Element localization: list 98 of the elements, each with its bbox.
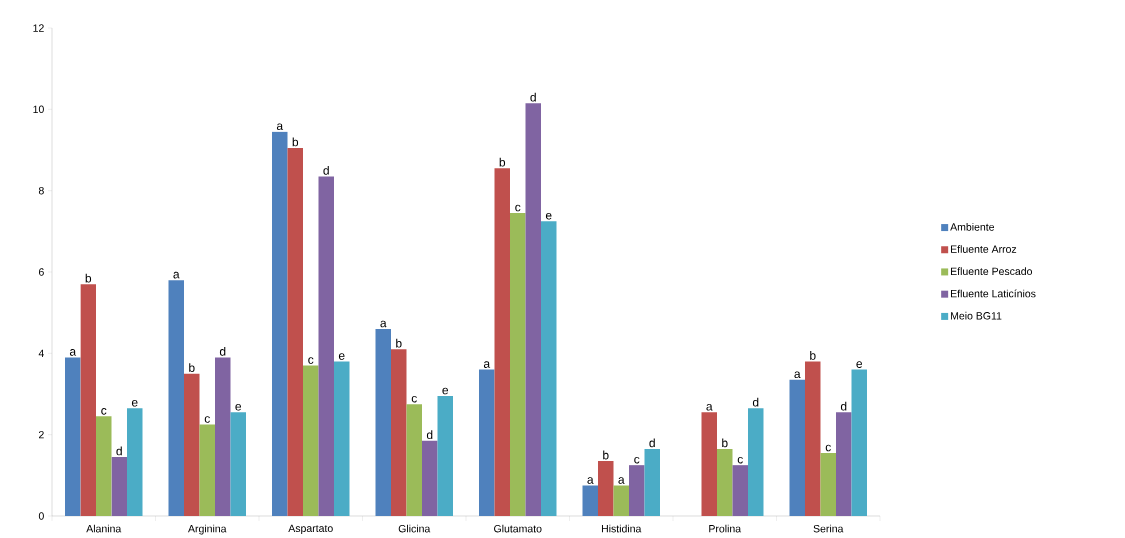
y-tick-label: 0 [38, 512, 44, 520]
data-label: e [442, 387, 449, 395]
legend-label: Efluente Laticínios [951, 289, 1036, 298]
bar [406, 404, 422, 516]
y-tick-label: 6 [39, 268, 44, 276]
bar [644, 448, 660, 516]
bar [805, 361, 821, 516]
bar [851, 369, 867, 516]
data-label: e [235, 404, 242, 411]
x-tick-label: Serina [813, 524, 844, 533]
data-label: e [338, 353, 345, 360]
bar [598, 461, 614, 516]
bar [272, 131, 288, 516]
y-tick-label: 4 [38, 349, 44, 357]
data-label: a [483, 361, 491, 368]
legend-label: Meio BG11 [951, 311, 1002, 320]
data-label: a [173, 271, 180, 279]
bar [613, 485, 629, 516]
bar [437, 396, 453, 516]
bar [789, 379, 805, 516]
data-label: c [825, 444, 831, 452]
data-label: d [219, 346, 226, 356]
data-label: d [649, 438, 655, 448]
data-label: a [587, 477, 594, 484]
data-label: b [722, 438, 728, 448]
bar [184, 373, 200, 516]
y-tick-label: 10 [33, 105, 44, 114]
data-label: d [840, 401, 847, 411]
data-label: b [499, 157, 506, 167]
bar [510, 213, 526, 516]
x-tick-label: Prolina [709, 524, 742, 533]
data-label: c [101, 408, 107, 415]
bar [820, 452, 836, 516]
legend-label: Efluente Arroz [951, 245, 1017, 253]
bar [199, 424, 215, 516]
bar [127, 408, 143, 516]
bar [629, 465, 645, 516]
bar [80, 284, 96, 516]
bar [96, 416, 112, 516]
data-label: a [380, 320, 387, 328]
y-tick-label: 8 [38, 186, 44, 195]
bar [732, 465, 748, 516]
data-label: b [810, 350, 816, 360]
data-label: b [396, 338, 402, 348]
data-label: d [530, 92, 536, 102]
legend-label: Ambiente [950, 222, 995, 231]
data-label: e [131, 399, 138, 407]
bar [717, 448, 733, 516]
data-label: c [411, 395, 417, 403]
data-label: a [794, 371, 801, 379]
bar [391, 349, 407, 516]
bar [541, 221, 557, 516]
bar [334, 361, 350, 516]
bar [582, 485, 598, 516]
bar [494, 168, 510, 516]
data-label: b [85, 273, 92, 283]
bar [318, 176, 334, 516]
bar [111, 457, 127, 516]
y-tick-label: 2 [39, 431, 44, 439]
data-label: c [515, 204, 521, 212]
data-label: c [634, 456, 640, 464]
bar [748, 408, 764, 516]
data-label: b [292, 137, 299, 147]
data-label: c [737, 456, 743, 464]
data-label: d [323, 165, 329, 175]
bar [230, 412, 246, 516]
data-label: a [69, 349, 77, 356]
x-tick-label: Alanina [86, 524, 122, 533]
data-label: a [706, 404, 713, 411]
data-label: d [752, 397, 759, 407]
bar [375, 328, 391, 516]
bar [215, 357, 231, 516]
x-tick-label: Arginina [188, 524, 227, 535]
data-label: d [116, 446, 122, 456]
x-tick-label: Aspartato [288, 524, 333, 535]
data-label: c [204, 416, 210, 423]
data-label: a [618, 477, 625, 484]
bar [303, 365, 319, 516]
x-tick-label: Glicina [398, 524, 431, 533]
data-label: e [545, 212, 552, 220]
data-label: b [189, 363, 195, 372]
data-label: b [603, 450, 609, 460]
bar [168, 280, 184, 516]
data-label: d [426, 430, 433, 440]
bar [287, 147, 303, 516]
bar [525, 103, 541, 516]
x-tick-label: Glutamato [494, 524, 542, 533]
bar [479, 369, 495, 516]
legend-label: Efluente Pescado [951, 267, 1033, 276]
bar [701, 412, 717, 516]
bar [422, 440, 438, 516]
data-label: a [276, 123, 284, 130]
bar [65, 357, 81, 516]
bar [836, 412, 852, 516]
data-label: e [856, 361, 863, 368]
data-label: c [308, 357, 314, 364]
y-tick-label: 12 [33, 24, 44, 32]
x-tick-label: Histidina [601, 524, 642, 533]
